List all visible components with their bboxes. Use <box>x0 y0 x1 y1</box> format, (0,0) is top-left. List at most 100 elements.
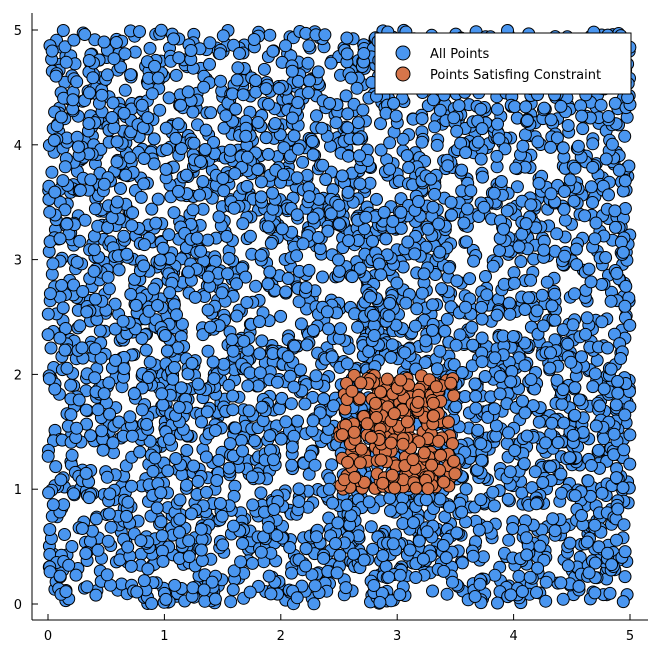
all-points-point <box>95 88 109 102</box>
all-points-point <box>617 443 631 457</box>
all-points-point <box>259 131 273 145</box>
all-points-point <box>290 249 304 263</box>
all-points-point <box>117 362 131 376</box>
all-points-point <box>447 111 461 125</box>
all-points-point <box>285 566 298 580</box>
constraint-point <box>409 481 423 495</box>
all-points-point <box>288 339 302 353</box>
all-points-point <box>353 149 366 163</box>
all-points-point <box>116 314 130 328</box>
all-points-point <box>500 204 514 218</box>
constraint-point <box>426 396 440 410</box>
all-points-point <box>475 331 489 345</box>
all-points-point <box>376 549 390 563</box>
all-points-point <box>239 270 253 284</box>
all-points-point <box>88 371 102 385</box>
all-points-point <box>86 71 100 85</box>
all-points-point <box>66 93 80 107</box>
all-points-point <box>133 445 147 459</box>
all-points-point <box>517 457 531 471</box>
all-points-point <box>455 366 469 379</box>
all-points-point <box>267 453 280 467</box>
all-points-point <box>318 28 332 42</box>
all-points-point <box>339 581 353 595</box>
all-points-point <box>383 296 397 310</box>
all-points-point <box>396 517 410 530</box>
all-points-point <box>362 495 376 509</box>
all-points-point <box>589 419 603 433</box>
all-points-point <box>253 366 267 380</box>
legend: All Points Points Satisfing Constraint <box>374 32 632 95</box>
all-points-point <box>306 414 320 428</box>
y-tick-label: 5 <box>14 24 22 39</box>
all-points-point <box>572 393 586 407</box>
all-points-point <box>181 265 195 279</box>
all-points-point <box>426 298 440 312</box>
all-points-point <box>281 350 295 364</box>
all-points-point <box>310 109 323 123</box>
all-points-point <box>121 540 135 554</box>
all-points-point <box>594 98 608 112</box>
all-points-point <box>465 320 479 334</box>
all-points-point <box>537 101 551 115</box>
all-points-point <box>530 304 544 318</box>
all-points-point <box>277 168 290 182</box>
all-points-point <box>364 520 378 534</box>
all-points-point <box>516 394 529 408</box>
all-points-point <box>308 458 322 472</box>
all-points-point <box>174 381 188 395</box>
all-points-point <box>141 562 155 576</box>
all-points-point <box>428 187 442 201</box>
all-points-point <box>442 261 456 275</box>
all-points-point <box>457 216 471 230</box>
all-points-point <box>460 202 474 216</box>
all-points-point <box>445 208 458 222</box>
all-points-point <box>56 24 70 37</box>
all-points-point <box>264 587 278 601</box>
all-points-point <box>618 545 632 559</box>
all-points-point <box>572 579 586 593</box>
all-points-point <box>46 257 60 271</box>
all-points-point <box>47 133 61 147</box>
constraint-point <box>437 475 451 489</box>
all-points-point <box>106 436 120 450</box>
all-points-point <box>618 408 632 422</box>
all-points-point <box>316 158 330 172</box>
all-points-point <box>143 355 157 369</box>
all-points-point <box>279 39 292 53</box>
all-points-point <box>263 429 277 443</box>
all-points-point <box>493 387 507 401</box>
y-tick-label: 3 <box>14 254 22 269</box>
all-points-point <box>601 546 614 560</box>
all-points-point <box>109 36 123 49</box>
all-points-point <box>501 492 515 506</box>
all-points-point <box>78 213 92 227</box>
constraint-point <box>388 481 402 495</box>
all-points-point <box>503 307 517 321</box>
all-points-point <box>91 543 105 557</box>
all-points-point <box>441 159 455 173</box>
all-points-point <box>41 449 55 463</box>
all-points-point <box>532 176 546 190</box>
all-points-point <box>502 533 516 547</box>
all-points-point <box>227 564 241 578</box>
all-points-point <box>154 515 168 529</box>
all-points-point <box>193 188 206 202</box>
all-points-point <box>450 526 464 540</box>
all-points-point <box>341 107 355 121</box>
all-points-point <box>592 540 606 554</box>
all-points-point <box>79 403 93 417</box>
all-points-point <box>168 361 181 374</box>
all-points-point <box>110 135 124 149</box>
all-points-point <box>522 291 536 305</box>
all-points-point <box>191 475 205 488</box>
all-points-point <box>384 350 398 364</box>
all-points-point <box>212 453 226 467</box>
all-points-point <box>292 495 306 508</box>
legend-marker-constraint <box>395 66 411 82</box>
all-points-point <box>623 457 637 471</box>
all-points-point <box>332 217 346 231</box>
all-points-point <box>45 165 59 179</box>
all-points-point <box>279 285 293 299</box>
all-points-point <box>367 579 381 592</box>
